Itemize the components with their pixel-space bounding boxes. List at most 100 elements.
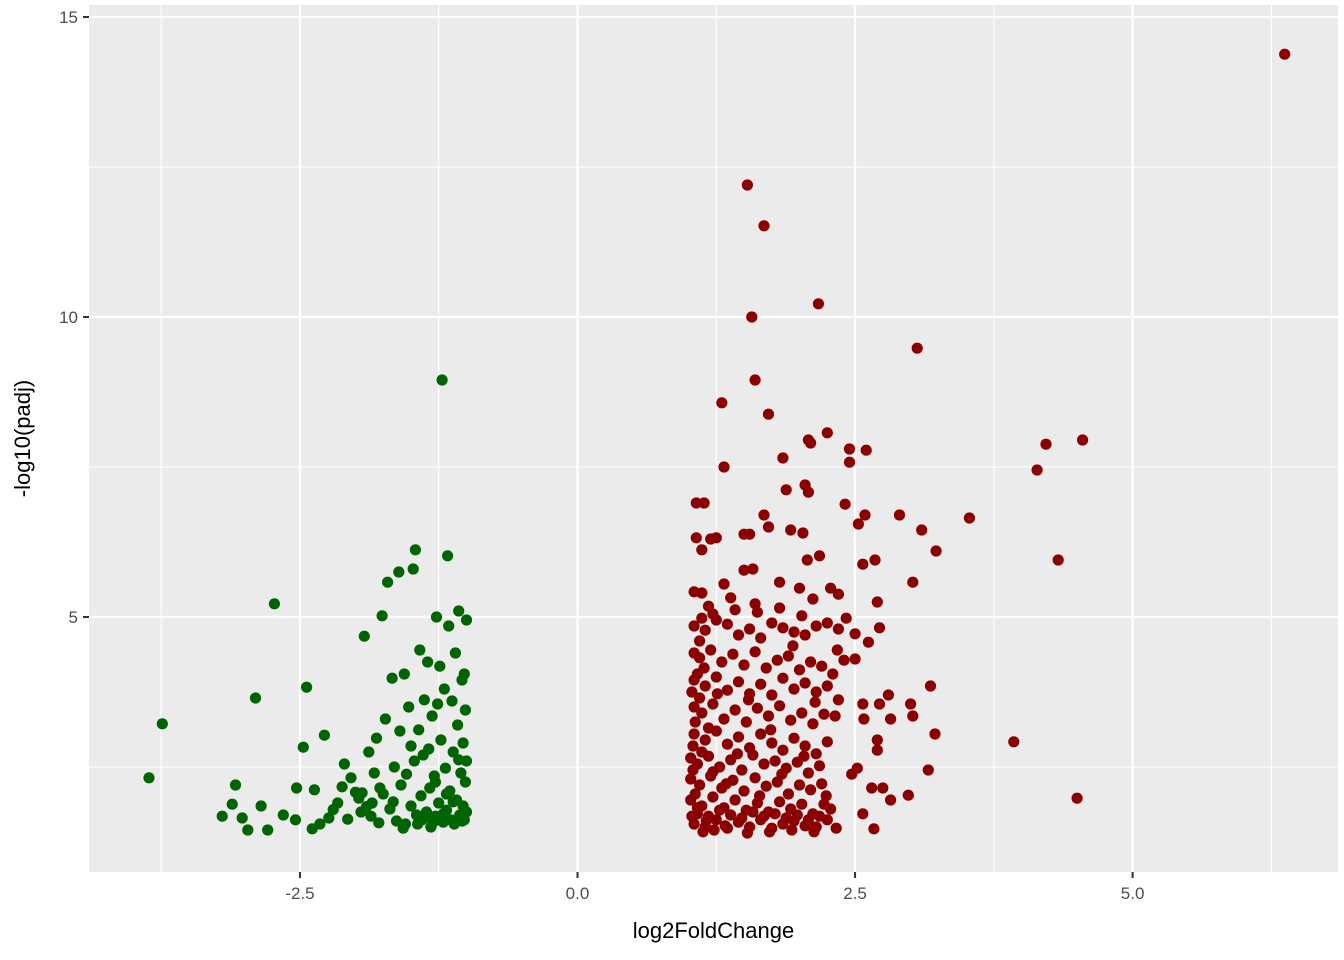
data-point	[686, 686, 698, 698]
data-point	[332, 797, 344, 809]
data-point	[229, 779, 242, 791]
data-point	[821, 617, 833, 629]
data-point	[413, 724, 425, 736]
x-axis-title: log2FoldChange	[633, 918, 794, 943]
data-point	[433, 797, 445, 809]
data-point	[732, 731, 745, 743]
data-point	[782, 788, 795, 800]
data-point	[407, 563, 419, 575]
data-point	[785, 524, 797, 536]
data-point	[289, 814, 302, 826]
data-point	[400, 768, 413, 780]
y-tick-label: 10	[59, 308, 78, 327]
data-point	[862, 636, 875, 648]
data-point	[799, 677, 811, 689]
data-point	[857, 698, 869, 710]
data-point	[732, 629, 745, 641]
data-point	[249, 692, 262, 704]
data-point	[414, 644, 426, 656]
data-point	[832, 623, 845, 635]
data-point	[419, 811, 431, 824]
data-point	[840, 612, 852, 624]
data-point	[156, 718, 168, 730]
data-point	[799, 740, 811, 752]
data-point	[403, 701, 415, 713]
y-axis-title: -log10(padj)	[10, 380, 35, 497]
data-point	[409, 544, 421, 556]
data-point	[857, 558, 869, 570]
data-point	[1071, 792, 1083, 804]
data-point	[751, 702, 764, 714]
data-point	[426, 710, 438, 722]
data-point	[911, 342, 923, 354]
data-point	[415, 790, 427, 802]
data-point	[731, 748, 744, 760]
data-point	[432, 698, 444, 710]
data-point	[721, 684, 734, 696]
data-point	[405, 740, 417, 752]
data-point	[395, 779, 407, 791]
data-point	[718, 461, 730, 473]
data-point	[687, 740, 699, 752]
data-point	[963, 512, 976, 524]
data-point	[422, 656, 434, 668]
data-point	[697, 826, 709, 838]
plot-panel	[89, 5, 1338, 872]
data-point	[796, 707, 808, 719]
data-point	[688, 620, 700, 632]
data-point	[838, 654, 850, 666]
data-point	[758, 810, 770, 822]
data-point	[924, 680, 937, 692]
data-point	[766, 617, 778, 629]
data-point	[766, 689, 778, 701]
data-point	[686, 810, 698, 822]
data-point	[1077, 434, 1089, 446]
data-point	[816, 778, 828, 790]
data-point	[698, 662, 710, 674]
data-point	[787, 640, 799, 652]
data-point	[410, 809, 423, 821]
data-point	[399, 818, 411, 830]
data-point	[696, 746, 708, 758]
data-point	[860, 444, 872, 456]
data-point	[720, 778, 732, 790]
data-point	[857, 808, 869, 820]
data-point	[442, 550, 454, 562]
data-point	[871, 744, 883, 756]
data-point	[363, 746, 375, 758]
data-point	[758, 758, 770, 770]
data-point	[786, 824, 798, 836]
data-point	[262, 824, 274, 836]
data-point	[434, 660, 446, 672]
data-point	[688, 701, 700, 713]
data-point	[694, 779, 706, 791]
data-point	[452, 719, 464, 731]
data-point	[314, 818, 326, 830]
data-point	[791, 809, 803, 821]
data-point	[764, 826, 776, 838]
x-tick-label: 2.5	[843, 884, 867, 903]
data-point	[436, 374, 448, 386]
y-axis: 5 10 15	[59, 8, 89, 627]
data-point	[342, 813, 354, 825]
data-point	[376, 610, 388, 622]
data-point	[741, 179, 754, 191]
data-point	[813, 550, 826, 562]
data-point	[871, 734, 883, 746]
data-point	[832, 694, 845, 706]
major-gridlines	[89, 5, 1338, 872]
data-point	[716, 397, 728, 409]
data-point	[318, 729, 330, 741]
data-point	[738, 659, 750, 671]
data-point	[687, 764, 699, 776]
data-point	[336, 781, 348, 793]
data-point	[696, 544, 708, 556]
data-point	[453, 605, 465, 617]
data-point	[744, 623, 756, 635]
data-point	[796, 610, 808, 622]
data-point	[749, 598, 761, 610]
data-point	[386, 672, 398, 684]
data-point	[423, 743, 435, 755]
data-point	[690, 497, 702, 509]
data-point	[793, 779, 806, 791]
